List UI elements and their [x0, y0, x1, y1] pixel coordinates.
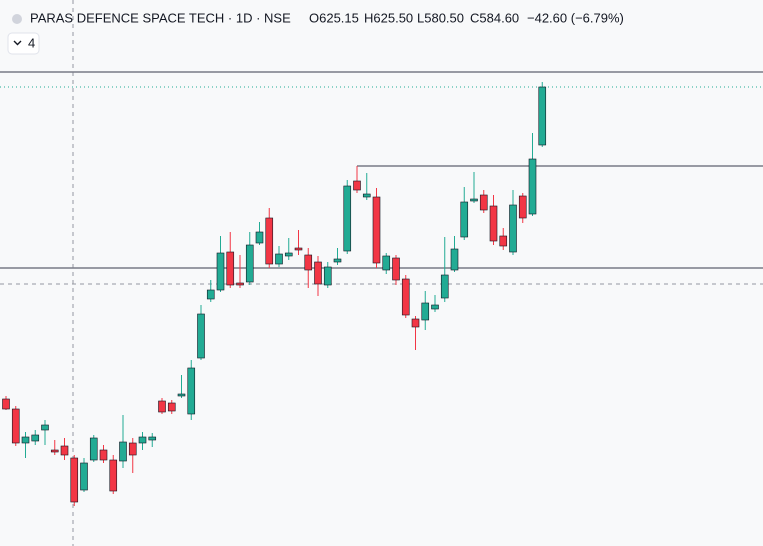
candle-body [489, 205, 498, 242]
candle-body [382, 255, 391, 271]
candle-body [411, 318, 420, 328]
candle-body [197, 313, 205, 359]
candle-body [401, 278, 410, 316]
candle-body [275, 253, 283, 265]
candle-body [226, 251, 235, 286]
indicator-count: 4 [28, 35, 35, 50]
chart-title[interactable]: PARAS DEFENCE SPACE TECH · 1D · NSE [30, 10, 291, 25]
candle-body [2, 398, 10, 410]
ohlc-legend: O625.15 H625.50 L580.50 C584.60 −42.60 (−6.7… [309, 10, 624, 25]
candle-body [89, 437, 98, 461]
candle-body [138, 436, 147, 444]
candle-body [109, 459, 118, 492]
candle-body [450, 248, 459, 271]
candle-body [323, 266, 332, 286]
candle-body [479, 194, 488, 211]
candles [0, 82, 763, 506]
candle-body [265, 217, 274, 265]
legend-value: −42.60 (−6.79%) [527, 10, 624, 25]
legend-value: H625.50 [364, 10, 413, 25]
candle-body [148, 436, 157, 441]
candle-body [128, 442, 137, 456]
levels [0, 71, 763, 269]
symbol-icon[interactable] [12, 14, 22, 24]
candle-body [99, 449, 108, 461]
chevron-icon [13, 40, 22, 46]
candle-body [31, 434, 40, 442]
candle-body [70, 457, 79, 503]
candle-body [158, 400, 166, 413]
candle-body [119, 441, 127, 462]
candle-body [206, 289, 215, 300]
candle-body [294, 247, 303, 251]
legend-value: L580.50 [417, 10, 464, 25]
candle-body [421, 302, 430, 321]
candle-body [236, 282, 244, 286]
candle-body [284, 252, 293, 257]
candle-body [187, 367, 196, 415]
candle-body [304, 254, 313, 271]
candle-body [518, 195, 527, 219]
candle-body [60, 445, 69, 456]
candle-body [333, 258, 342, 263]
candle-body [245, 244, 254, 283]
candle-body [50, 449, 59, 453]
candle-body [353, 180, 361, 191]
candle-body [528, 158, 537, 215]
candle-body [509, 204, 517, 253]
candle-body [343, 185, 352, 252]
candle-body [167, 402, 176, 412]
candle-body [177, 393, 186, 397]
candle-body [11, 408, 20, 444]
candle-body [41, 424, 49, 431]
candle-body [314, 261, 322, 285]
legend-value: O625.15 [309, 10, 359, 25]
candle-body [21, 436, 30, 444]
candle-body [460, 201, 469, 238]
candle-body [538, 86, 547, 146]
candle-body [372, 196, 381, 264]
candle-body [392, 257, 400, 281]
candle-body [499, 235, 508, 247]
candle-body [440, 274, 449, 299]
candle-body [255, 231, 264, 244]
candle-body [470, 198, 478, 202]
candle-body [362, 193, 371, 198]
candle-body [431, 304, 439, 310]
legend-value: C584.60 [470, 10, 519, 25]
candle-body [80, 462, 88, 491]
candle-body [216, 252, 225, 291]
indicator-toggle[interactable] [7, 32, 40, 55]
